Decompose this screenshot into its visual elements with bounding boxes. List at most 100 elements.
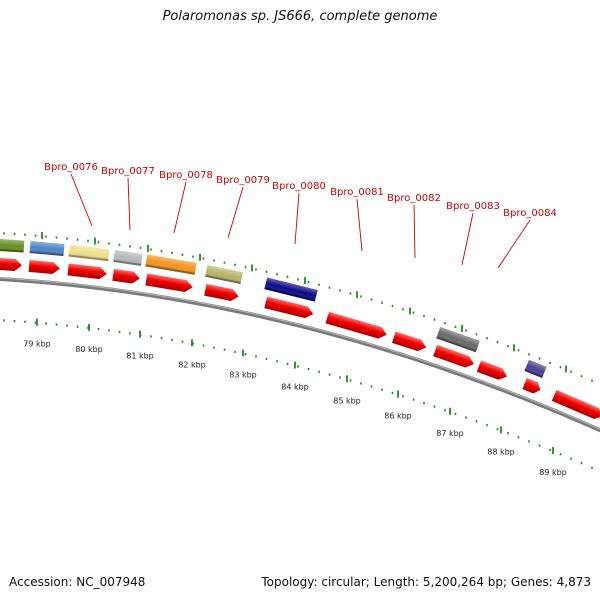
- feature-block: [264, 277, 318, 302]
- feature-block: [436, 326, 480, 353]
- cds-arrow: [28, 259, 60, 275]
- minor-tick: [570, 370, 572, 373]
- minor-tick: [328, 373, 331, 376]
- minor-tick: [13, 319, 16, 323]
- feature-block: [113, 250, 143, 266]
- minor-tick: [328, 286, 331, 289]
- minor-tick: [538, 444, 541, 447]
- major-tick: [191, 339, 193, 347]
- minor-tick: [496, 428, 499, 431]
- minor-tick: [66, 324, 68, 327]
- feature-block: [29, 241, 65, 257]
- minor-tick: [87, 239, 89, 242]
- gene-label: Bpro_0082: [387, 193, 441, 204]
- minor-tick: [549, 361, 551, 364]
- cds-body: [391, 331, 427, 352]
- scale-label: 88 kbp: [487, 447, 515, 456]
- minor-tick: [3, 232, 5, 235]
- leader-line: [227, 186, 244, 239]
- cds-arrow: [264, 296, 314, 319]
- feature-shade: [113, 250, 143, 266]
- cds-arrow: [433, 344, 474, 368]
- feature-block: [68, 244, 110, 262]
- minor-tick: [108, 242, 110, 245]
- minor-tick: [139, 246, 142, 249]
- cds-body: [551, 389, 600, 420]
- minor-tick: [360, 382, 362, 385]
- minor-tick: [276, 273, 278, 276]
- major-tick: [88, 323, 90, 331]
- cds-arrow: [476, 360, 508, 380]
- minor-tick: [202, 257, 205, 260]
- leader-line: [497, 219, 531, 269]
- leader-line: [70, 173, 93, 227]
- minor-tick: [192, 342, 194, 345]
- minor-tick: [465, 329, 467, 332]
- minor-tick: [118, 243, 121, 246]
- major-tick: [461, 325, 463, 333]
- feature-edge: [113, 259, 142, 266]
- major-tick: [36, 318, 38, 326]
- minor-tick: [3, 319, 5, 322]
- genome-summary: Topology: circular; Length: 5,200,264 bp…: [261, 575, 591, 589]
- minor-tick: [370, 385, 373, 388]
- cds-body: [476, 360, 508, 380]
- minor-tick: [34, 234, 37, 237]
- major-tick: [41, 232, 43, 240]
- minor-tick: [181, 340, 184, 343]
- minor-tick: [118, 330, 121, 333]
- minor-tick: [507, 432, 509, 435]
- major-tick: [94, 237, 96, 245]
- minor-tick: [307, 367, 310, 371]
- minor-tick: [538, 357, 541, 360]
- minor-tick: [108, 329, 110, 332]
- feature-edge: [524, 369, 543, 379]
- minor-tick: [97, 241, 100, 244]
- minor-tick: [76, 325, 79, 328]
- cds-arrow: [112, 268, 140, 284]
- cds-arrow: [391, 331, 427, 352]
- minor-tick: [286, 275, 289, 278]
- feature-shade: [205, 265, 243, 284]
- minor-tick: [150, 248, 152, 251]
- feature-shade: [0, 238, 25, 253]
- minor-tick: [402, 308, 404, 311]
- minor-tick: [559, 453, 562, 456]
- minor-tick: [507, 345, 509, 348]
- map-title: Polaromonas sp. JS666, complete genome: [162, 9, 438, 24]
- scale-label: 80 kbp: [75, 345, 103, 354]
- minor-tick: [76, 238, 79, 241]
- scale-label: 86 kbp: [384, 412, 412, 421]
- cds-body: [325, 311, 387, 339]
- minor-tick: [45, 322, 47, 325]
- minor-tick: [391, 391, 394, 395]
- minor-tick: [307, 280, 310, 284]
- cds-body: [264, 296, 314, 319]
- minor-tick: [34, 321, 37, 324]
- minor-tick: [24, 233, 26, 236]
- scale-label: 87 kbp: [436, 429, 464, 438]
- minor-tick: [318, 370, 320, 373]
- cds-arrow: [204, 283, 239, 301]
- minor-tick: [66, 237, 68, 240]
- minor-tick: [234, 263, 236, 266]
- major-tick: [242, 349, 244, 357]
- minor-tick: [454, 412, 457, 415]
- minor-tick: [349, 292, 352, 295]
- feature-edge: [0, 248, 24, 253]
- cds-body: [0, 257, 22, 271]
- major-tick: [449, 407, 451, 415]
- major-tick: [147, 244, 149, 252]
- minor-tick: [255, 355, 257, 358]
- minor-tick: [55, 236, 58, 239]
- gene-label: Bpro_0079: [216, 175, 270, 186]
- feature-shade: [68, 244, 110, 262]
- minor-tick: [297, 365, 299, 368]
- minor-tick: [486, 424, 488, 427]
- minor-tick: [192, 255, 194, 258]
- minor-tick: [475, 333, 478, 336]
- minor-tick: [171, 338, 173, 341]
- cds-body: [145, 273, 193, 293]
- minor-tick: [591, 379, 593, 382]
- minor-tick: [433, 405, 436, 408]
